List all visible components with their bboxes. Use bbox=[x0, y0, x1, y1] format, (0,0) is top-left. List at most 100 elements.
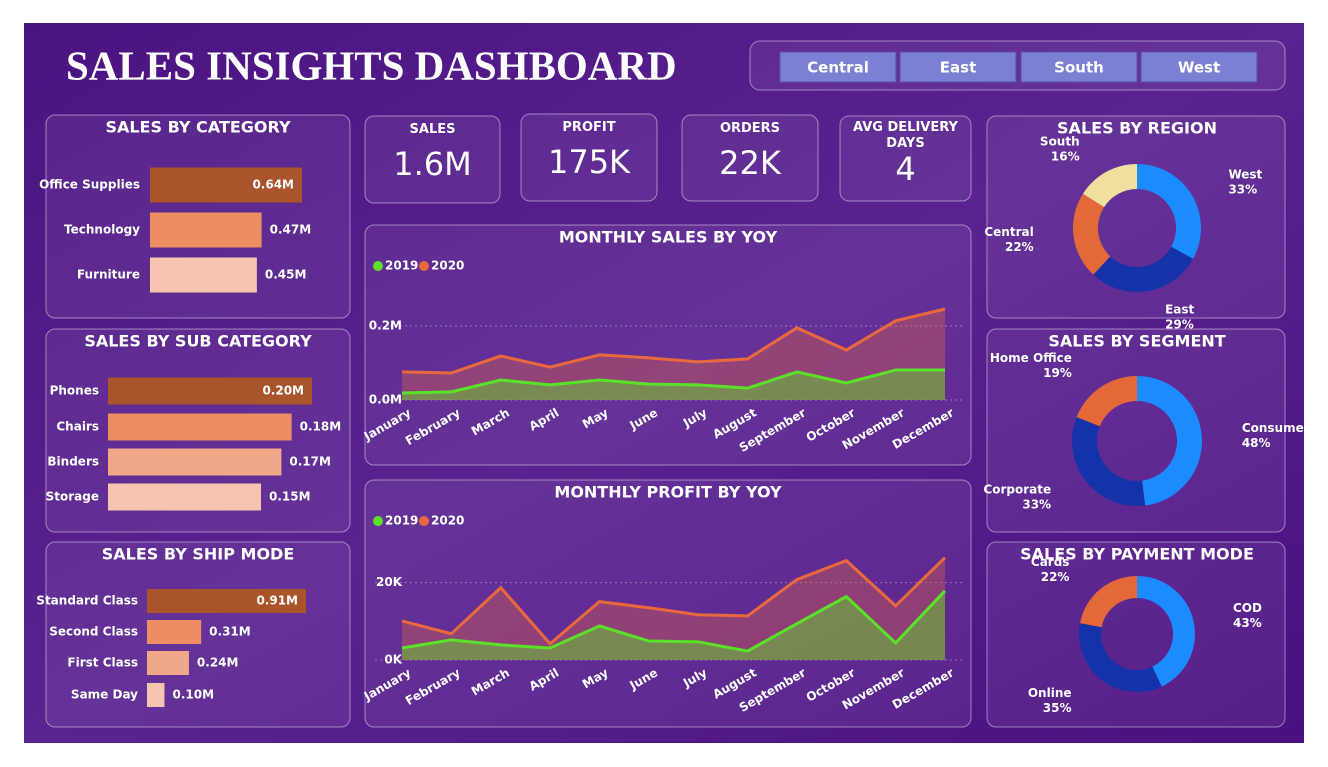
category-label: Phones bbox=[50, 384, 99, 398]
slice-label: Central bbox=[984, 225, 1033, 239]
line bbox=[401, 307, 946, 375]
filter-button-label: South bbox=[1054, 59, 1104, 77]
dashboard-title: SALES INSIGHTS DASHBOARD bbox=[66, 42, 677, 88]
donut-slice bbox=[1137, 164, 1201, 259]
area bbox=[402, 590, 945, 660]
kpi-label: ORDERS bbox=[719, 121, 781, 136]
filter-button[interactable]: West bbox=[1140, 51, 1258, 83]
filter-button-label: Central bbox=[807, 59, 869, 77]
filter-button[interactable]: South bbox=[1020, 51, 1138, 83]
slice-label: East bbox=[1165, 302, 1194, 316]
panel bbox=[364, 224, 972, 466]
slice-value: 16% bbox=[1051, 150, 1080, 164]
legend-label: 2020 bbox=[431, 259, 464, 273]
bar bbox=[150, 212, 262, 248]
bar bbox=[108, 448, 282, 476]
bar bbox=[147, 683, 165, 707]
panel bbox=[986, 115, 1286, 319]
legend-label: 2019 bbox=[385, 259, 418, 273]
donut-slice bbox=[1137, 575, 1196, 687]
value-label: 0.64M bbox=[252, 178, 294, 192]
panel bbox=[364, 479, 972, 728]
chart-title: SALES BY SEGMENT bbox=[1048, 332, 1225, 351]
kpi-label: PROFIT bbox=[562, 120, 616, 135]
kpi: ORDERS 22K bbox=[682, 115, 818, 183]
kpi-value: 4 bbox=[895, 150, 916, 188]
slice-value: 48% bbox=[1242, 436, 1271, 450]
bar bbox=[147, 651, 189, 675]
slice-label: Cards bbox=[1031, 555, 1070, 569]
y-tick-label: 0K bbox=[384, 653, 402, 667]
slice-value: 22% bbox=[1041, 570, 1070, 584]
bar bbox=[150, 257, 257, 293]
panel bbox=[986, 541, 1286, 728]
value-label: 0.20M bbox=[262, 384, 304, 398]
value-label: 0.47M bbox=[270, 223, 312, 237]
slice-value: 33% bbox=[1228, 183, 1257, 197]
donut-slice bbox=[1076, 376, 1137, 427]
kpi: AVG DELIVERY DAYS 4 bbox=[840, 116, 971, 186]
kpi-value: 1.6M bbox=[393, 145, 472, 183]
legend-marker bbox=[373, 261, 383, 271]
slice-label: COD bbox=[1233, 601, 1262, 615]
legend-marker bbox=[419, 261, 429, 271]
category-label: Binders bbox=[47, 455, 99, 469]
filter-button[interactable]: Central bbox=[779, 51, 897, 83]
value-label: 0.17M bbox=[289, 455, 331, 469]
filter-button-label: East bbox=[940, 59, 976, 77]
slice-value: 43% bbox=[1233, 616, 1262, 630]
kpi-label: AVG DELIVERY DAYS bbox=[853, 120, 958, 151]
slice-value: 29% bbox=[1165, 317, 1194, 331]
donut-slice bbox=[1072, 193, 1111, 275]
y-tick-label: 20K bbox=[376, 575, 403, 589]
chart-title: SALES BY SHIP MODE bbox=[102, 545, 295, 564]
legend-marker bbox=[419, 516, 429, 526]
value-label: 0.45M bbox=[265, 268, 307, 282]
value-label: 0.91M bbox=[256, 594, 298, 608]
bar bbox=[147, 589, 306, 613]
category-label: Second Class bbox=[49, 625, 138, 639]
slice-value: 35% bbox=[1043, 701, 1072, 715]
y-tick-label: 0.0M bbox=[369, 393, 402, 407]
value-label: 0.24M bbox=[197, 656, 239, 670]
filter-button[interactable]: East bbox=[899, 51, 1017, 83]
legend-label: 2019 bbox=[385, 514, 418, 528]
area bbox=[402, 308, 945, 400]
value-label: 0.15M bbox=[269, 490, 311, 504]
slice-value: 22% bbox=[1005, 240, 1034, 254]
slice-label: Online bbox=[1028, 686, 1072, 700]
bar bbox=[147, 620, 202, 644]
donut-slice bbox=[1072, 417, 1146, 506]
kpi-card bbox=[364, 115, 501, 204]
chart-title: MONTHLY SALES BY YOY bbox=[559, 228, 778, 247]
category-label: Standard Class bbox=[36, 594, 138, 608]
category-label: Technology bbox=[64, 223, 140, 237]
line bbox=[401, 589, 947, 653]
donut-slice bbox=[1137, 376, 1202, 506]
chart-title: SALES BY PAYMENT MODE bbox=[1020, 545, 1254, 564]
chart-title: SALES BY CATEGORY bbox=[105, 118, 291, 137]
donut-slice bbox=[1093, 246, 1194, 292]
slice-label: Corporate bbox=[983, 482, 1051, 496]
value-label: 0.18M bbox=[300, 420, 342, 434]
area bbox=[402, 557, 945, 660]
slice-value: 33% bbox=[1022, 497, 1051, 511]
bar bbox=[108, 483, 261, 511]
category-label: Office Supplies bbox=[39, 178, 140, 192]
kpi: SALES 1.6M bbox=[365, 116, 500, 184]
category-label: Storage bbox=[46, 490, 99, 504]
chart-title: MONTHLY PROFIT BY YOY bbox=[554, 483, 782, 502]
donut-slice bbox=[1080, 576, 1137, 628]
bar bbox=[150, 167, 302, 203]
value-label: 0.31M bbox=[209, 625, 251, 639]
slice-value: 19% bbox=[1043, 366, 1072, 380]
kpi-card bbox=[839, 115, 972, 202]
slice-label: South bbox=[1040, 135, 1080, 149]
bar bbox=[108, 377, 312, 405]
line bbox=[401, 368, 945, 395]
chart-title: SALES BY SUB CATEGORY bbox=[84, 332, 312, 351]
donut-slice bbox=[1082, 164, 1137, 208]
filter-button-bg bbox=[1020, 51, 1138, 83]
category-label: First Class bbox=[67, 656, 138, 670]
